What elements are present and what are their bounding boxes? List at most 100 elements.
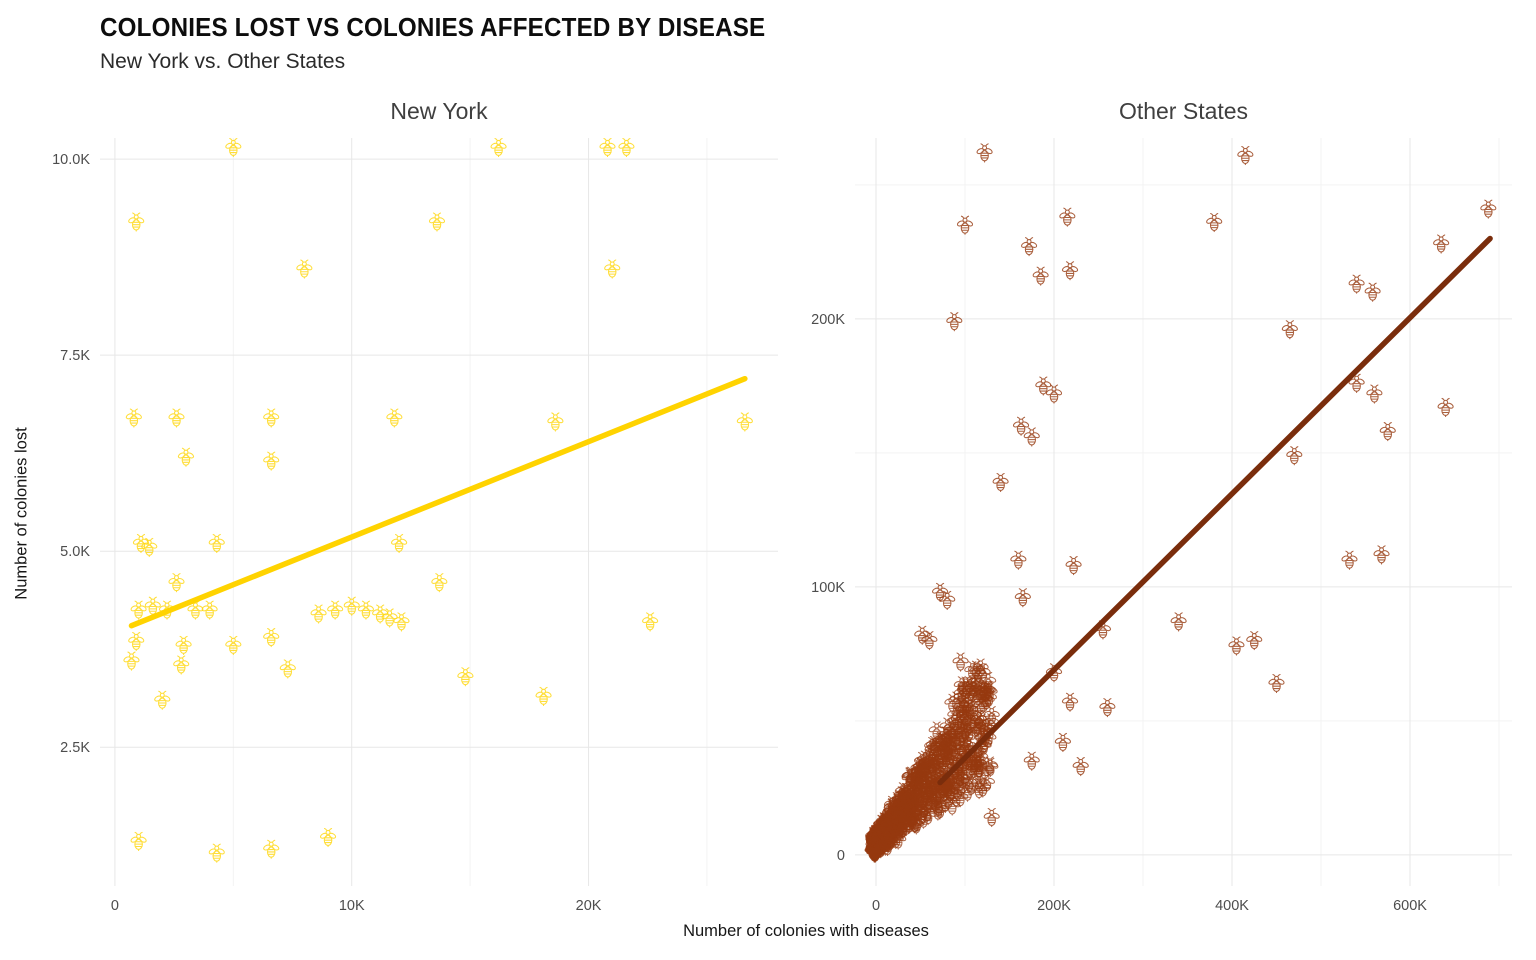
bee-marker	[201, 600, 219, 620]
bee-marker	[130, 831, 148, 852]
bee-marker	[262, 408, 280, 428]
bee-marker	[598, 137, 616, 158]
gridlines-layer	[100, 138, 1512, 886]
bee-marker	[1170, 612, 1188, 632]
bee-marker	[983, 807, 1001, 828]
tick-labels-layer: 0 10K 20K 2.5K 5.0K 7.5K 10.0K 0 200K 400K 600K 0 10…	[52, 152, 1427, 914]
bee-marker	[1379, 422, 1397, 442]
chart-subtitle: New York vs. Other States	[100, 50, 346, 73]
bee-marker	[208, 843, 226, 863]
bee-marker	[490, 137, 508, 158]
bee-marker	[456, 667, 474, 687]
x-tick-label: 10K	[339, 898, 365, 914]
bee-marker	[208, 533, 226, 554]
x-tick-label: 20K	[576, 898, 602, 914]
bee-marker	[279, 659, 297, 679]
bee-marker	[319, 827, 337, 848]
bee-marker	[167, 573, 185, 593]
bee-marker	[1285, 446, 1303, 466]
bee-marker	[153, 690, 171, 710]
bee-marker	[603, 259, 621, 279]
trend-line	[128, 375, 748, 629]
chart-title: COLONIES LOST VS COLONIES AFFECTED BY DI…	[100, 12, 815, 43]
bee-marker	[736, 412, 754, 432]
x-tick-label: 200K	[1037, 898, 1071, 914]
x-axis-label: Number of colonies with diseases	[683, 922, 929, 940]
bee-marker	[1072, 757, 1090, 777]
panel-title-other-states: Other States	[1118, 98, 1249, 124]
bee-marker	[1061, 692, 1079, 712]
y-tick-label: 2.5K	[60, 740, 90, 756]
bee-marker	[130, 600, 148, 620]
y-tick-label: 10.0K	[52, 152, 90, 168]
bee-marker	[326, 600, 344, 620]
bee-marker	[140, 537, 158, 558]
bee-marker	[1054, 732, 1072, 753]
bee-marker	[1365, 384, 1383, 404]
bee-marker	[1227, 636, 1245, 656]
bee-marker	[992, 472, 1010, 493]
bee-marker	[1364, 282, 1382, 302]
bee-marker	[913, 625, 931, 645]
bee-marker	[392, 612, 410, 632]
bee-marker	[1058, 207, 1076, 227]
bee-marker	[1023, 427, 1041, 447]
bee-marker	[385, 408, 403, 428]
x-tick-label: 600K	[1393, 898, 1427, 914]
bee-marker	[1014, 588, 1032, 608]
y-tick-label: 7.5K	[60, 348, 90, 364]
bee-marker	[1065, 556, 1083, 576]
bee-marker	[1479, 199, 1497, 219]
bee-marker	[127, 212, 145, 232]
bee-marker	[1348, 274, 1366, 294]
bee-marker	[976, 143, 994, 163]
bee-marker	[1373, 545, 1391, 565]
bee-marker	[952, 652, 970, 672]
trend-line	[937, 235, 1493, 786]
bee-marker	[617, 137, 635, 158]
x-tick-label: 400K	[1215, 898, 1249, 914]
bee-marker	[945, 312, 963, 332]
bee-marker	[1205, 212, 1223, 233]
bee-marker	[1032, 266, 1050, 286]
bee-marker	[1061, 261, 1079, 281]
bee-marker	[1034, 376, 1052, 396]
bee-markers-layer	[122, 137, 1497, 864]
bee-marker	[177, 447, 195, 467]
y-axis-label: Number of colonies lost	[12, 427, 31, 600]
chart-title-text: COLONIES LOST VS COLONIES AFFECTED BY DI…	[100, 12, 766, 42]
bee-marker	[125, 408, 143, 428]
x-tick-label: 0	[111, 898, 119, 914]
bee-marker	[1009, 550, 1027, 570]
y-tick-label: 0	[837, 848, 845, 864]
x-tick-label: 0	[872, 898, 880, 914]
bee-marker	[127, 631, 145, 652]
trend-lines-layer	[128, 235, 1493, 786]
bee-marker	[1020, 237, 1038, 257]
y-tick-label: 200K	[811, 312, 845, 328]
bee-marker	[428, 212, 446, 232]
panel-title-new-york: New York	[390, 98, 488, 124]
bee-marker	[310, 604, 328, 624]
bee-marker	[1437, 397, 1455, 418]
bee-marker	[1268, 673, 1286, 694]
bee-marker	[430, 573, 448, 593]
bee-marker	[295, 259, 313, 279]
bee-marker	[262, 628, 280, 648]
bee-marker	[1098, 698, 1116, 718]
bee-marker	[167, 408, 185, 428]
y-tick-label: 100K	[811, 580, 845, 596]
bee-marker	[122, 651, 140, 671]
bee-marker	[1281, 320, 1299, 340]
bee-marker	[1236, 145, 1254, 166]
y-tick-label: 5.0K	[60, 544, 90, 560]
bee-marker	[1023, 751, 1041, 771]
bee-marker	[1340, 550, 1358, 570]
bee-marker	[172, 655, 190, 675]
bee-marker	[262, 839, 280, 859]
bee-marker	[546, 412, 564, 432]
bee-marker	[357, 600, 375, 620]
bee-marker	[535, 686, 553, 707]
